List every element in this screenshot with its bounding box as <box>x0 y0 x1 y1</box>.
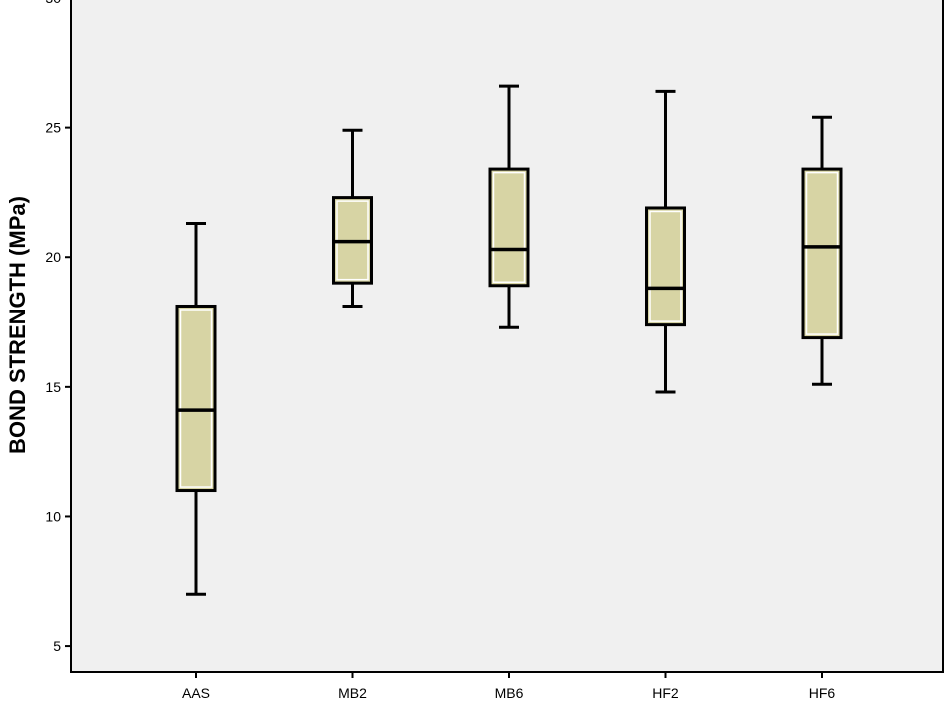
iqr-box-hf6 <box>801 167 843 340</box>
y-tick-label-10: 10 <box>45 508 61 524</box>
y-tick-label-15: 15 <box>45 379 61 395</box>
iqr-box-highlight-aas <box>179 309 213 488</box>
iqr-box-aas <box>175 304 217 493</box>
y-axis: 5 10 15 20 25 30 <box>45 0 71 654</box>
iqr-box-highlight-hf2 <box>649 210 682 322</box>
iqr-box-mb6 <box>488 167 530 288</box>
iqr-box-hf2 <box>645 206 686 327</box>
y-axis-title: BOND STRENGTH (MPa) <box>5 196 30 454</box>
x-tick-label-mb2: MB2 <box>338 685 367 701</box>
box-hf6 <box>801 115 843 386</box>
x-tick-label-mb6: MB6 <box>495 685 524 701</box>
x-tick-label-hf6: HF6 <box>809 685 836 701</box>
box-hf2 <box>645 89 686 394</box>
y-tick-label-20: 20 <box>45 249 61 265</box>
box-mb2 <box>332 128 373 308</box>
x-tick-label-aas: AAS <box>182 685 210 701</box>
boxes-group <box>175 84 843 596</box>
y-tick-label-25: 25 <box>45 120 61 136</box>
box-mb6 <box>488 84 530 329</box>
y-tick-label-5: 5 <box>53 638 61 654</box>
iqr-box-highlight-hf6 <box>805 171 839 335</box>
iqr-box-highlight-mb6 <box>492 171 526 283</box>
box-aas <box>175 222 217 596</box>
x-tick-label-hf2: HF2 <box>652 685 679 701</box>
x-axis: AAS MB2 MB6 HF2 HF6 <box>182 672 835 701</box>
y-tick-label-30: 30 <box>45 0 61 6</box>
